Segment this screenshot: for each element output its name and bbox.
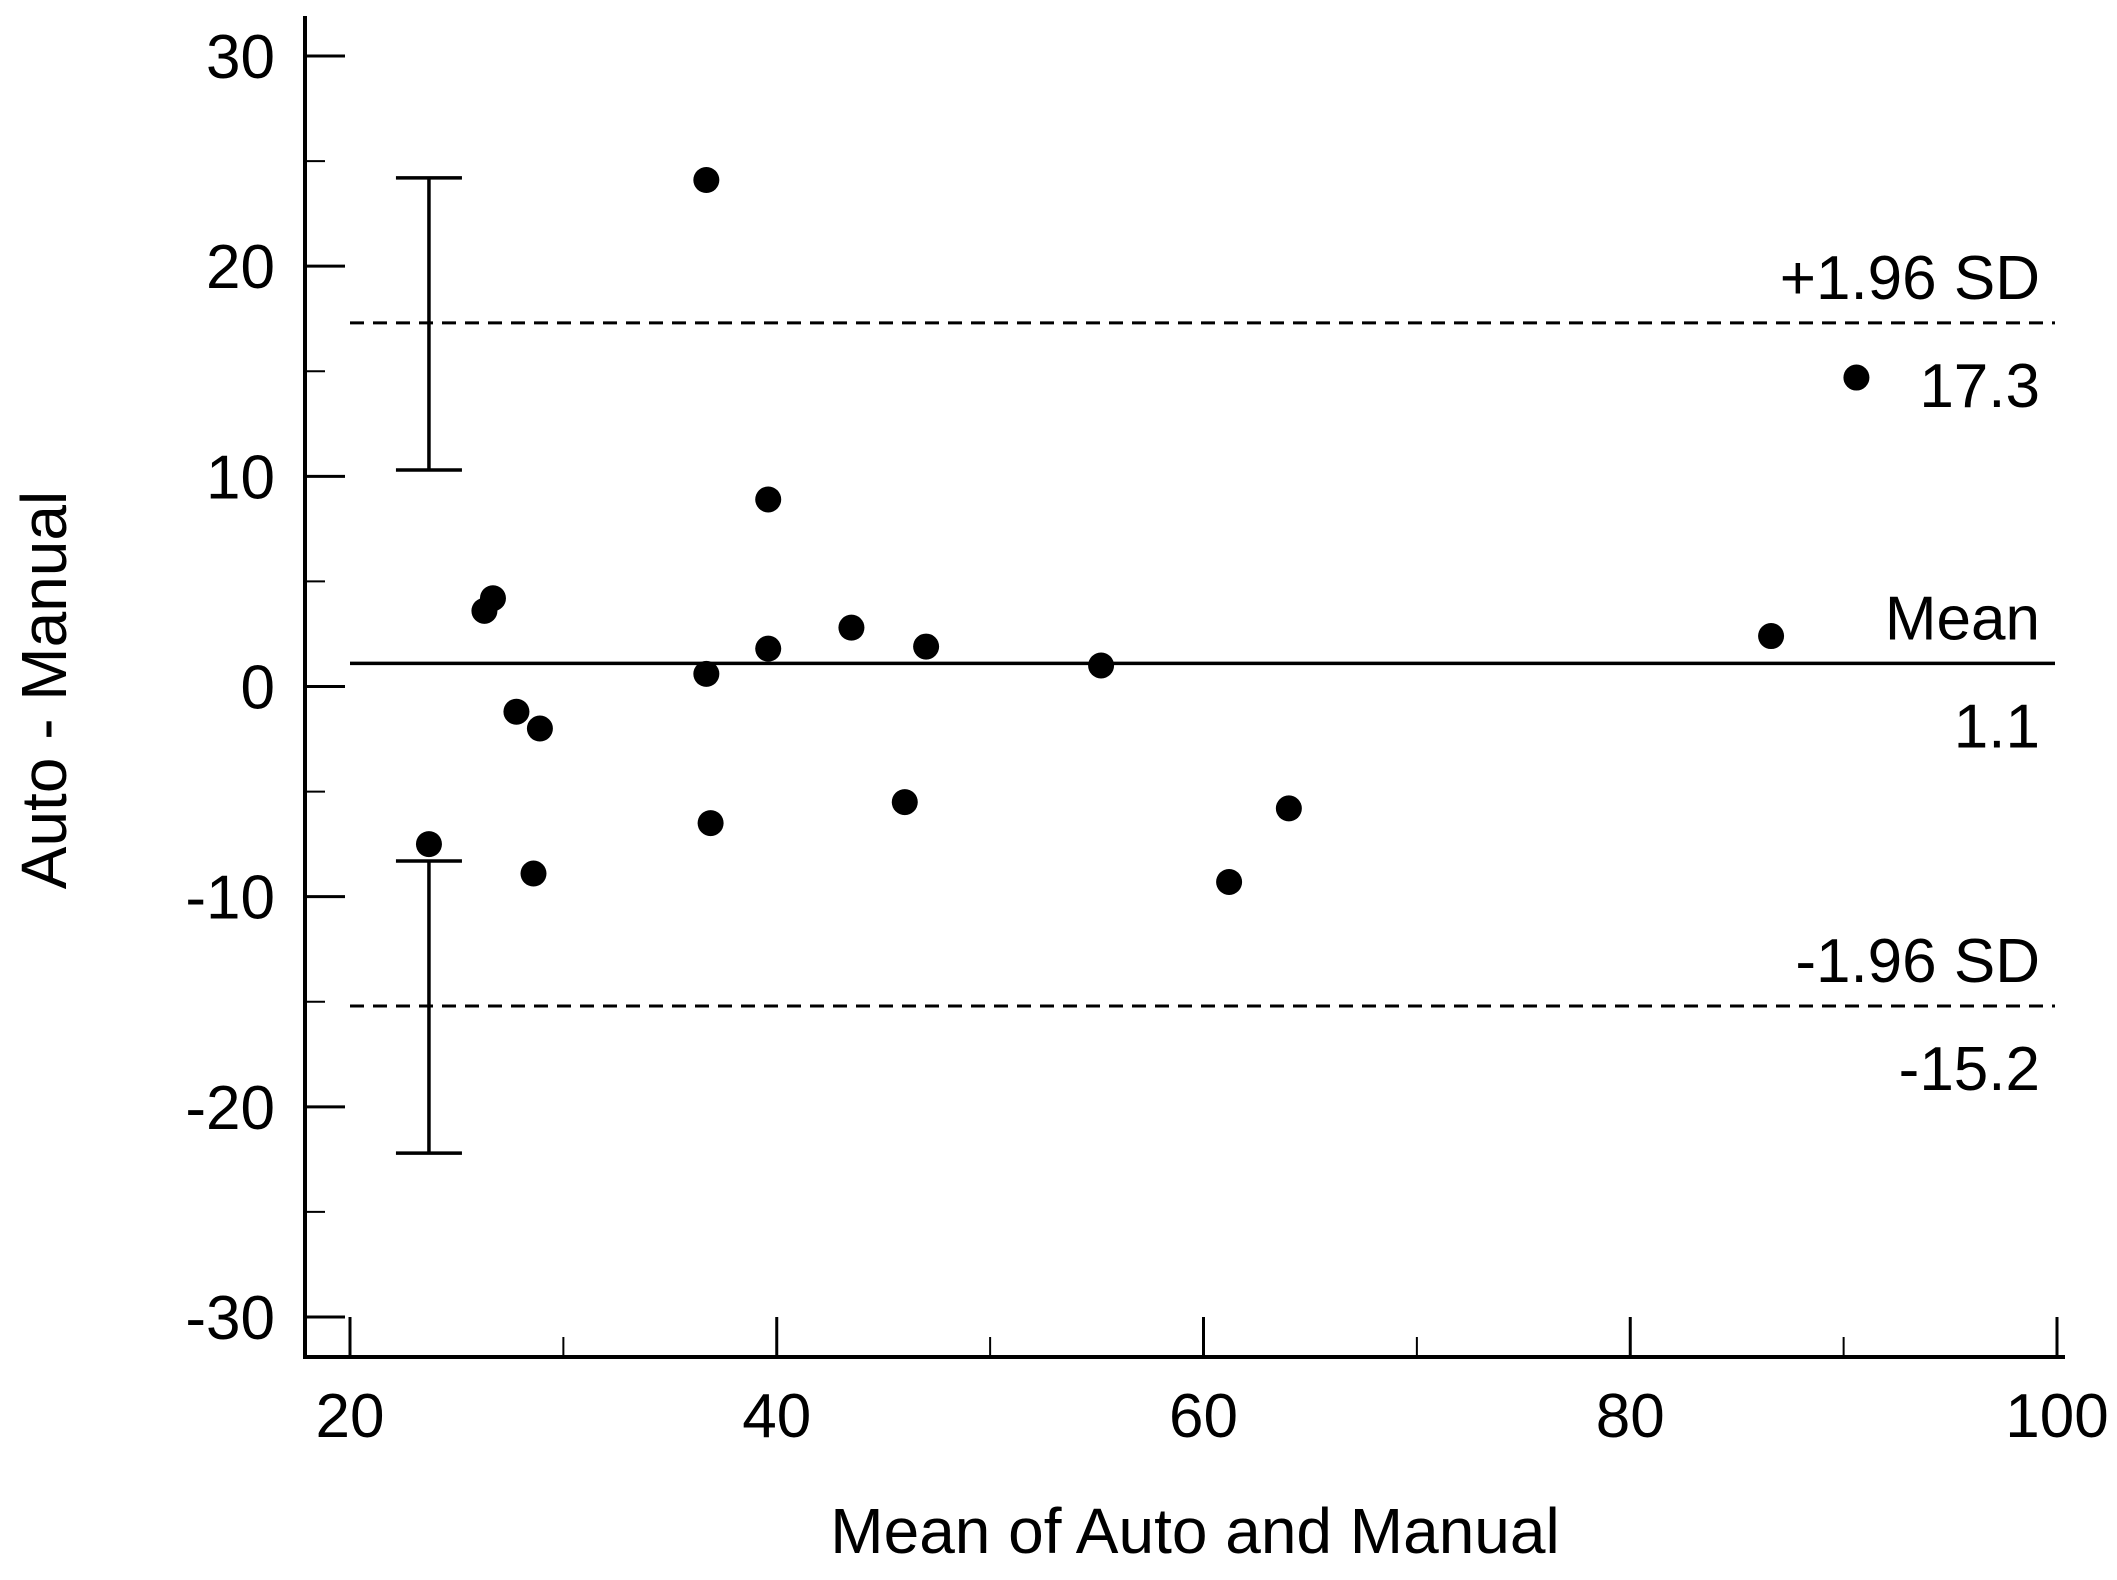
upper-limit-value: 17.3 [1919, 352, 2040, 421]
data-point [520, 860, 547, 887]
data-point [697, 810, 724, 837]
y-tick-label: 10 [206, 443, 275, 512]
data-point [1216, 868, 1243, 895]
y-tick-label: -20 [185, 1074, 275, 1143]
data-point [693, 660, 720, 687]
data-point [526, 715, 553, 742]
data-point [755, 486, 782, 513]
x-tick-label: 40 [742, 1382, 811, 1451]
data-point [1088, 652, 1115, 679]
data-points [415, 166, 1870, 895]
data-point [693, 166, 720, 193]
data-point [479, 585, 506, 612]
y-tick-label: -10 [185, 864, 275, 933]
y-tick-label: -30 [185, 1284, 275, 1353]
lower-limit-value: -15.2 [1899, 1035, 2040, 1104]
data-point [415, 831, 442, 858]
data-point [1758, 623, 1785, 650]
data-point [1843, 364, 1870, 391]
reference-lines [350, 321, 2055, 1008]
data-point [913, 633, 940, 660]
lower-limit-ci-bar [395, 859, 462, 1155]
upper-limit-label: +1.96 SD [1780, 244, 2040, 313]
x-tick-label: 80 [1596, 1382, 1665, 1451]
mean-value: 1.1 [1954, 692, 2040, 761]
x-tick-label: 20 [316, 1382, 385, 1451]
y-tick-label: 0 [241, 654, 275, 723]
y-tick-label: 20 [206, 233, 275, 302]
data-point [838, 614, 865, 641]
data-point [503, 698, 530, 725]
x-tick-label: 60 [1169, 1382, 1238, 1451]
y-axis-title: Auto - Manual [8, 491, 80, 889]
axes [303, 16, 2065, 1359]
data-point [1275, 795, 1302, 822]
data-point [755, 635, 782, 662]
y-tick-label: 30 [206, 23, 275, 92]
x-tick-label: 100 [2005, 1382, 2108, 1451]
lower-limit-label: -1.96 SD [1795, 927, 2040, 996]
data-point [891, 789, 918, 816]
x-axis-title: Mean of Auto and Manual [830, 1495, 1559, 1567]
y-axis-ticks: -30 -20 -10 0 10 20 30 [185, 23, 345, 1353]
x-axis-ticks: 20 40 60 80 100 [316, 1317, 2109, 1451]
mean-label: Mean [1885, 584, 2040, 653]
upper-limit-ci-bar [395, 176, 462, 472]
